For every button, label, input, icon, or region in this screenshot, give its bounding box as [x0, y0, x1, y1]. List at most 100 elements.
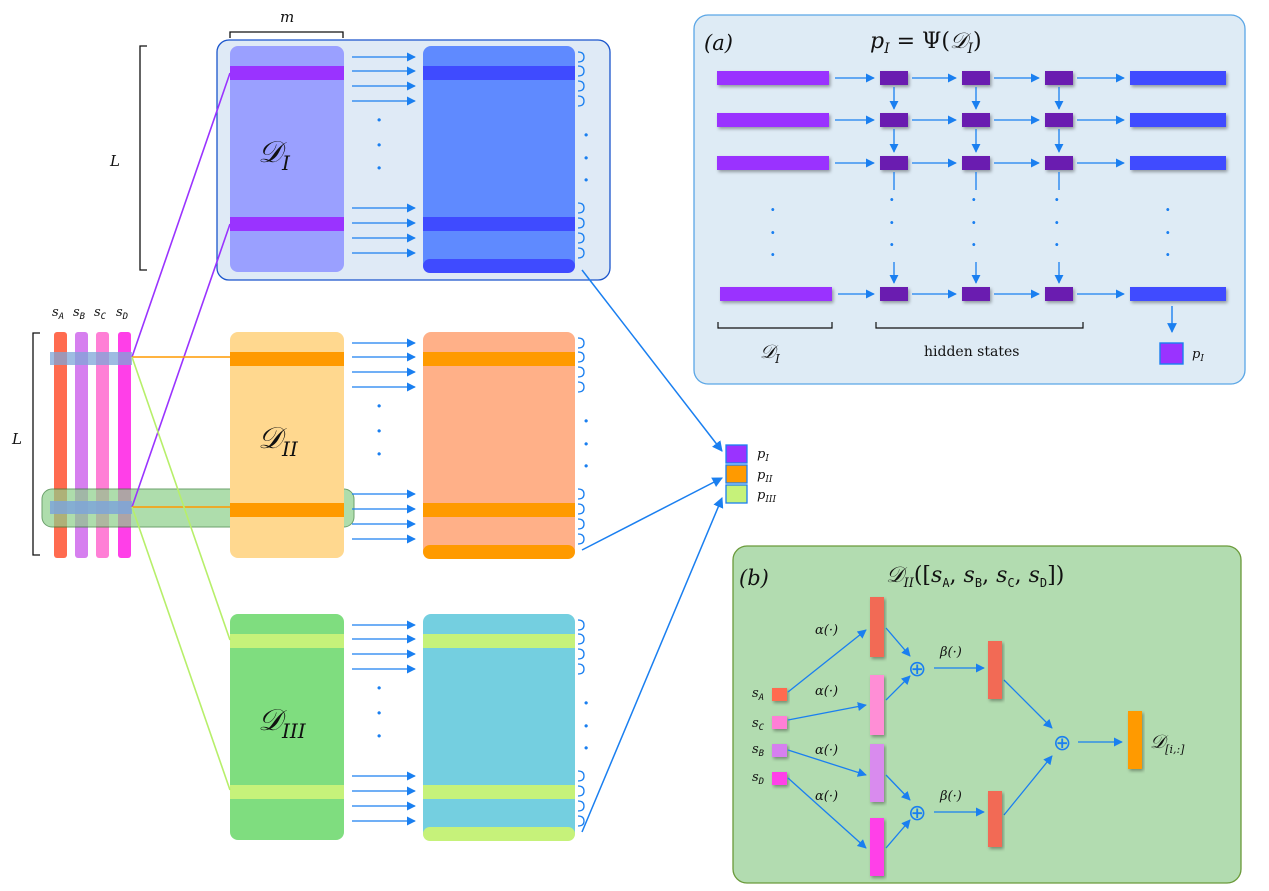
panel-a-dots: · — [971, 213, 977, 232]
output-label-p-iii: pIII — [757, 488, 776, 505]
panel-b-input-b — [772, 744, 787, 757]
panel-a-output-row — [1130, 287, 1226, 301]
block-dots-right: · — [583, 738, 589, 759]
alpha-arrow-1 — [787, 629, 867, 693]
panel-a-dots: · — [1165, 200, 1171, 219]
block-recurrent-loop — [577, 633, 585, 645]
block-dots-left: · — [376, 396, 382, 417]
block-dots-left: · — [376, 703, 382, 724]
to-plus-final-2 — [1003, 755, 1053, 816]
panel-b-beta-bar-bottom — [988, 791, 1002, 847]
sequence-label-c: sC — [94, 305, 107, 322]
panel-a-dots: · — [1054, 213, 1060, 232]
panel-a: (a) pI = Ψ(𝒟I) · · · · · · · · · · · · · · · 𝒟I hidden… — [693, 14, 1246, 385]
panel-a-input-row — [717, 156, 829, 170]
connection-line — [131, 72, 231, 358]
plus-op-final: ⊕ — [1053, 731, 1071, 756]
panel-a-output-row — [1130, 113, 1226, 127]
blocks: 𝒟I······𝒟II······𝒟III······ — [230, 46, 589, 841]
panel-a-dots: · — [770, 245, 776, 264]
block-output-stripe — [423, 827, 575, 841]
block-recurrent-loop — [577, 65, 585, 77]
row-highlight-bottom — [50, 501, 132, 514]
to-plus-bottom-2 — [885, 819, 911, 849]
panel-a-output-box — [1159, 342, 1184, 365]
alpha-label-2: α(·) — [815, 684, 838, 699]
alpha-label-1: α(·) — [815, 623, 838, 638]
panel-b-input-label-c: sC — [752, 716, 765, 733]
block-output-stripe — [423, 259, 575, 273]
panel-a-dots: · — [1054, 235, 1060, 254]
block-recurrent-loop — [577, 337, 585, 349]
block-stripe-right — [423, 66, 575, 80]
block-i: 𝒟I······ — [230, 46, 589, 273]
to-plus-final-1 — [1003, 679, 1053, 729]
output-p-iii — [725, 484, 748, 504]
block-recurrent-loop — [577, 80, 585, 92]
connection-line — [131, 223, 231, 508]
block-recurrent-loop — [577, 619, 585, 631]
panel-b-alpha-arrows — [787, 629, 867, 849]
block-dots-right: · — [583, 125, 589, 146]
panel-a-tag: (a) — [704, 31, 733, 55]
arrow-block-iii-to-output — [581, 497, 724, 833]
sequence-label-sub: C — [101, 312, 107, 322]
alpha-arrow-3 — [787, 749, 867, 777]
block-recurrent-loop — [577, 351, 585, 363]
sequence-label-sub: D — [122, 312, 128, 322]
left-l-label: L — [11, 430, 22, 448]
panel-b: (b) 𝒟II([sA, sB, sC, sD]) sA sC sB sD — [732, 545, 1242, 884]
block-recurrent-loop — [577, 95, 585, 107]
block-dots-right: · — [583, 716, 589, 737]
block-recurrent-loop — [577, 247, 585, 259]
block-dots-right: · — [583, 148, 589, 169]
block-dots-right: · — [583, 434, 589, 455]
panel-a-hidden-node — [962, 156, 990, 170]
panel-b-final-output-label: 𝒟[i,:] — [1150, 731, 1185, 756]
block-recurrent-loop — [577, 381, 585, 393]
m-label: m — [280, 8, 294, 26]
block-recurrent-loop — [577, 488, 585, 500]
panel-b-alpha-bar-1 — [870, 597, 884, 657]
block-recurrent-loop — [577, 366, 585, 378]
panel-b-alpha-bar-2 — [870, 675, 884, 735]
panel-b-input-label-a: sA — [752, 686, 764, 703]
connection-lines — [131, 72, 231, 791]
panel-b-alpha-bar-4 — [870, 818, 884, 876]
panel-a-hidden-node — [880, 71, 908, 85]
panel-a-dots: · — [1165, 223, 1171, 242]
panel-a-dots: · — [1054, 190, 1060, 209]
panel-a-formula: pI = Ψ(𝒟I) — [870, 29, 982, 57]
to-plus-bottom-1 — [885, 774, 911, 801]
output-p-ii — [725, 464, 748, 484]
block-label-sub: III — [281, 719, 307, 743]
block-dots-left: · — [376, 726, 382, 747]
block-recurrent-loop — [577, 785, 585, 797]
panel-a-hidden-node — [1045, 156, 1073, 170]
block-recurrent-loop — [577, 770, 585, 782]
panel-b-alpha-outputs — [870, 597, 884, 876]
panel-a-dots: · — [770, 200, 776, 219]
left-l-bracket — [32, 332, 40, 556]
panel-a-hidden-node — [880, 156, 908, 170]
panel-a-hidden-label: hidden states — [924, 344, 1019, 360]
panel-a-output-label: pI — [1192, 347, 1204, 364]
block-i-hidden — [423, 46, 575, 272]
block-stripe-right — [423, 217, 575, 231]
top-l-bracket — [139, 45, 147, 271]
block-dots-left: · — [376, 135, 382, 156]
sequence-label-sub: B — [80, 312, 86, 322]
block-iii-label: 𝒟III — [258, 703, 307, 743]
block-stripe-left — [230, 785, 344, 799]
sequence-label-base: s — [73, 305, 80, 320]
block-recurrent-loop — [577, 217, 585, 229]
panel-b-alpha-bar-3 — [870, 744, 884, 802]
arrow-block-i-to-output — [581, 269, 723, 452]
panel-b-input-a — [772, 688, 787, 701]
block-recurrent-loop — [577, 51, 585, 63]
block-stripe-right — [423, 352, 575, 366]
panel-a-hidden-node — [880, 113, 908, 127]
alpha-label-3: α(·) — [815, 743, 838, 758]
panel-a-dots: · — [770, 223, 776, 242]
block-recurrent-loop — [577, 800, 585, 812]
